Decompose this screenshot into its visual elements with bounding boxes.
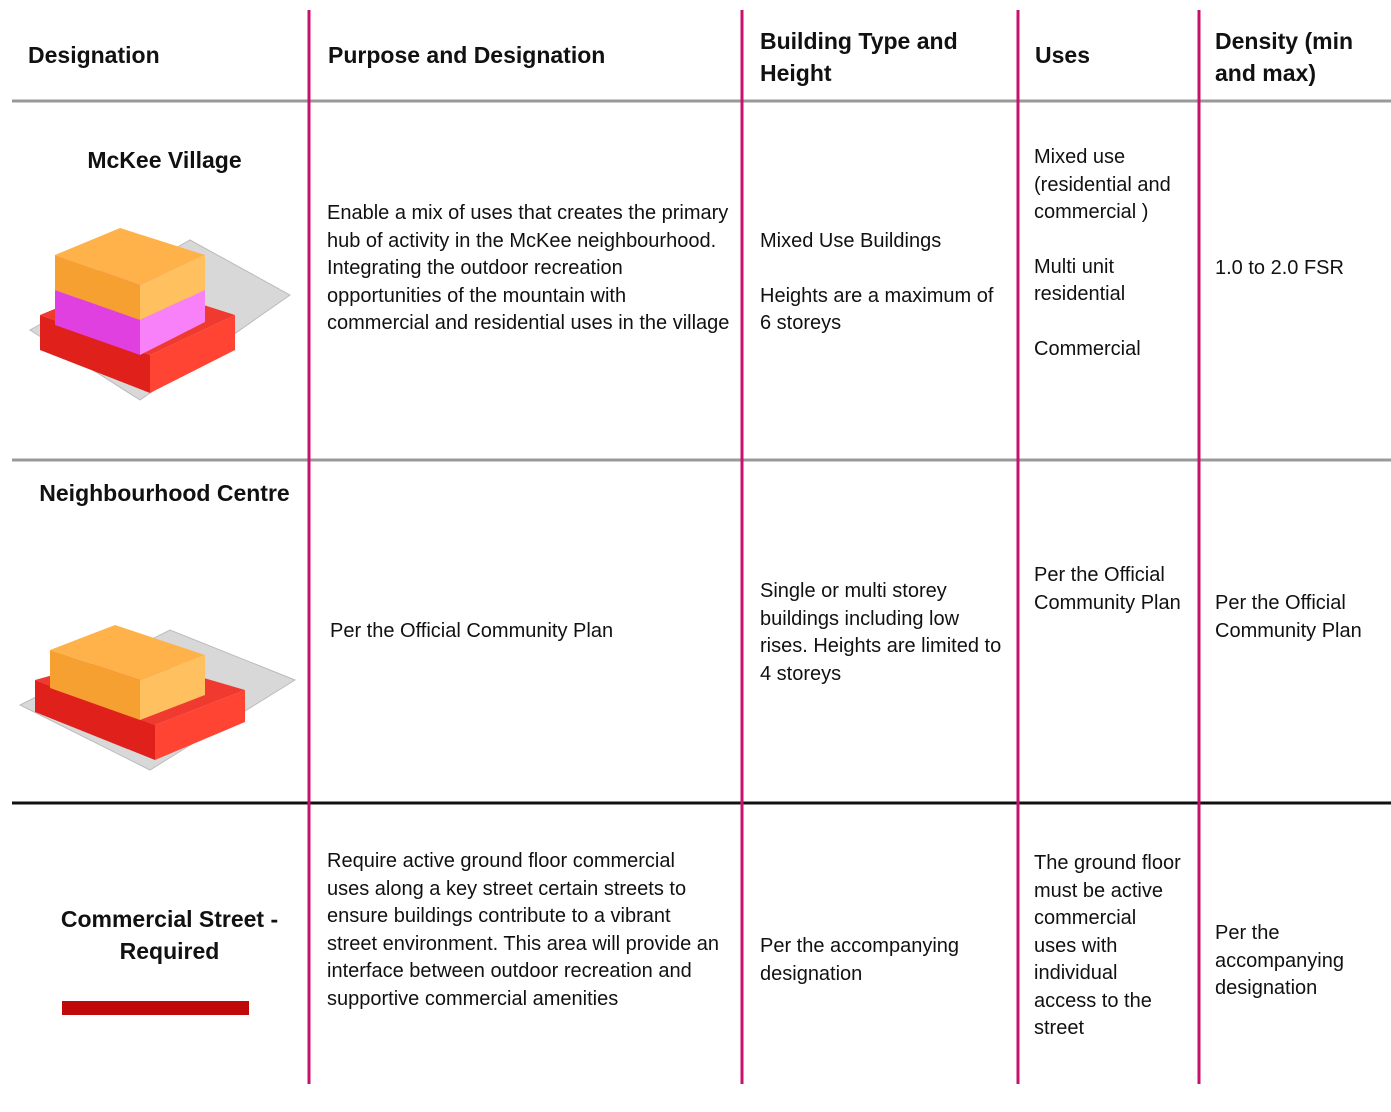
- street-marker: [62, 1001, 249, 1015]
- building-illustration: [18, 625, 297, 771]
- text: Per the Official Community Plan: [1034, 564, 1181, 614]
- building-illustration: [29, 228, 291, 401]
- text: Heights are a maximum of 6 storeys: [760, 284, 994, 335]
- text: Single or multi storey buildings includi…: [760, 580, 1002, 685]
- header-cell: Designation: [28, 42, 160, 68]
- building: Per the accompanying designation: [760, 933, 1010, 988]
- designation: McKee Village: [87, 147, 242, 173]
- text: Per the accompanying designation: [760, 935, 960, 985]
- text: The ground floor must be active commerci…: [1034, 852, 1181, 1039]
- text: Multi unit residential: [1034, 255, 1126, 306]
- text: Mixed Use Buildings: [760, 230, 942, 252]
- uses: Per the Official Community Plan: [1034, 562, 1184, 617]
- designation: Commercial Street - Required: [60, 906, 279, 964]
- purpose: Require active ground floor commercial u…: [327, 850, 720, 1010]
- uses: The ground floor must be active commerci…: [1034, 850, 1184, 1043]
- header-cell: Uses: [1035, 42, 1090, 68]
- header-cell: Building Type and Height: [760, 28, 958, 86]
- density: Per the Official Community Plan: [1215, 592, 1362, 642]
- text: Mixed use (residential and commercial ): [1034, 146, 1171, 223]
- text: Commercial: [1034, 337, 1141, 360]
- purpose: Enable a mix of uses that creates the pr…: [327, 202, 730, 334]
- uses: Mixed use (residential and commercial ) …: [1034, 144, 1184, 363]
- density: 1.0 to 2.0 FSR: [1215, 257, 1344, 279]
- building: Mixed Use Buildings Heights are a maximu…: [760, 228, 1010, 338]
- building: Single or multi storey buildings includi…: [760, 578, 1010, 688]
- density: Per the accompanying designation: [1215, 922, 1344, 999]
- purpose: Per the Official Community Plan: [330, 620, 614, 642]
- header-cell: Density (min and max): [1215, 28, 1354, 86]
- designation: Neighbourhood Centre: [39, 480, 290, 506]
- header-cell: Purpose and Designation: [328, 42, 606, 68]
